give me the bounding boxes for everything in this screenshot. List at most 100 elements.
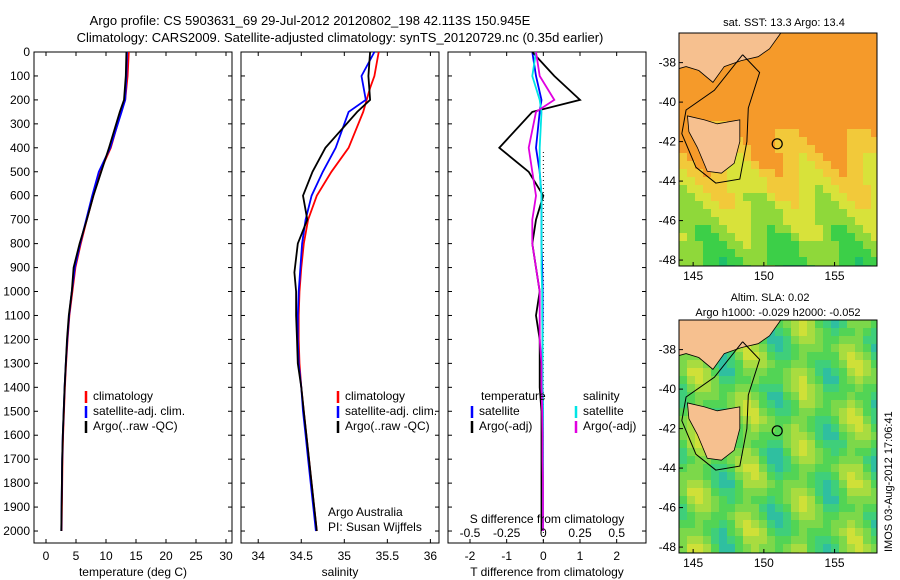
field-cell	[847, 153, 855, 161]
field-cell	[743, 201, 751, 209]
field-cell	[775, 257, 783, 265]
field-cell	[727, 520, 735, 528]
field-cell	[831, 225, 839, 233]
field-cell	[855, 352, 863, 360]
x2-tick-label: 0.5	[608, 526, 625, 540]
field-cell	[767, 89, 775, 97]
field-cell	[799, 33, 807, 41]
field-cell	[863, 360, 871, 368]
field-cell	[735, 360, 743, 368]
field-cell	[863, 392, 871, 400]
field-cell	[735, 496, 743, 504]
field-cell	[823, 488, 831, 496]
field-cell	[735, 512, 743, 520]
legend-label: climatology	[345, 389, 405, 403]
field-cell	[719, 504, 727, 512]
field-cell	[695, 472, 703, 480]
field-cell	[679, 432, 687, 440]
field-cell	[735, 209, 743, 217]
field-cell	[815, 49, 823, 57]
field-cell	[767, 336, 775, 344]
field-cell	[687, 105, 695, 113]
field-cell	[807, 193, 815, 201]
field-cell	[863, 161, 871, 169]
field-cell	[799, 57, 807, 65]
field-cell	[791, 193, 799, 201]
field-cell	[815, 336, 823, 344]
sst-map: 145 150 155 -38 -40 -42 -44 -46 -48	[659, 32, 878, 283]
field-cell	[767, 448, 775, 456]
map-sla-title-2: Argo h1000: -0.029 h2000: -0.052	[695, 307, 860, 319]
field-cell	[823, 257, 831, 265]
field-cell	[791, 456, 799, 464]
field-cell	[863, 81, 871, 89]
field-cell	[871, 161, 877, 169]
field-cell	[791, 464, 799, 472]
field-cell	[679, 137, 687, 145]
field-cell	[799, 49, 807, 57]
field-cell	[695, 520, 703, 528]
field-cell	[751, 416, 759, 424]
field-cell	[831, 512, 839, 520]
field-cell	[695, 73, 703, 81]
field-cell	[863, 97, 871, 105]
field-cell	[759, 161, 767, 169]
field-cell	[679, 233, 687, 241]
field-cell	[727, 488, 735, 496]
field-cell	[871, 129, 877, 137]
field-cell	[775, 536, 783, 544]
field-cell	[791, 544, 799, 552]
y-tick-label: 200	[10, 93, 30, 107]
field-cell	[823, 73, 831, 81]
field-cell	[775, 488, 783, 496]
field-cell	[855, 464, 863, 472]
field-cell	[799, 217, 807, 225]
field-cell	[719, 233, 727, 241]
field-cell	[767, 472, 775, 480]
field-cell	[767, 520, 775, 528]
field-cell	[759, 153, 767, 161]
field-cell	[759, 129, 767, 137]
field-cell	[791, 153, 799, 161]
field-cell	[767, 360, 775, 368]
field-cell	[727, 97, 735, 105]
field-cell	[759, 249, 767, 257]
field-cell	[815, 225, 823, 233]
field-cell	[815, 488, 823, 496]
field-cell	[823, 177, 831, 185]
field-cell	[815, 496, 823, 504]
field-cell	[799, 320, 807, 328]
y-tick-label: 0	[23, 45, 30, 59]
field-cell	[783, 209, 791, 217]
field-cell	[823, 544, 831, 552]
field-cell	[751, 528, 759, 536]
field-cell	[695, 448, 703, 456]
field-cell	[735, 432, 743, 440]
field-cell	[687, 512, 695, 520]
field-cell	[775, 456, 783, 464]
x-tick-label: -2	[465, 549, 476, 563]
field-cell	[695, 241, 703, 249]
field-cell	[775, 65, 783, 73]
field-cell	[695, 488, 703, 496]
field-cell	[743, 105, 751, 113]
field-cell	[815, 193, 823, 201]
field-cell	[775, 33, 783, 41]
field-cell	[791, 41, 799, 49]
field-cell	[823, 408, 831, 416]
field-cell	[679, 209, 687, 217]
y-tick-label: 400	[10, 141, 30, 155]
field-cell	[823, 504, 831, 512]
field-cell	[759, 504, 767, 512]
field-cell	[823, 360, 831, 368]
field-cell	[791, 33, 799, 41]
field-cell	[775, 73, 783, 81]
field-cell	[767, 161, 775, 169]
field-cell	[743, 177, 751, 185]
field-cell	[863, 153, 871, 161]
field-cell	[815, 432, 823, 440]
field-cell	[727, 360, 735, 368]
field-cell	[831, 384, 839, 392]
field-cell	[815, 201, 823, 209]
field-cell	[687, 89, 695, 97]
